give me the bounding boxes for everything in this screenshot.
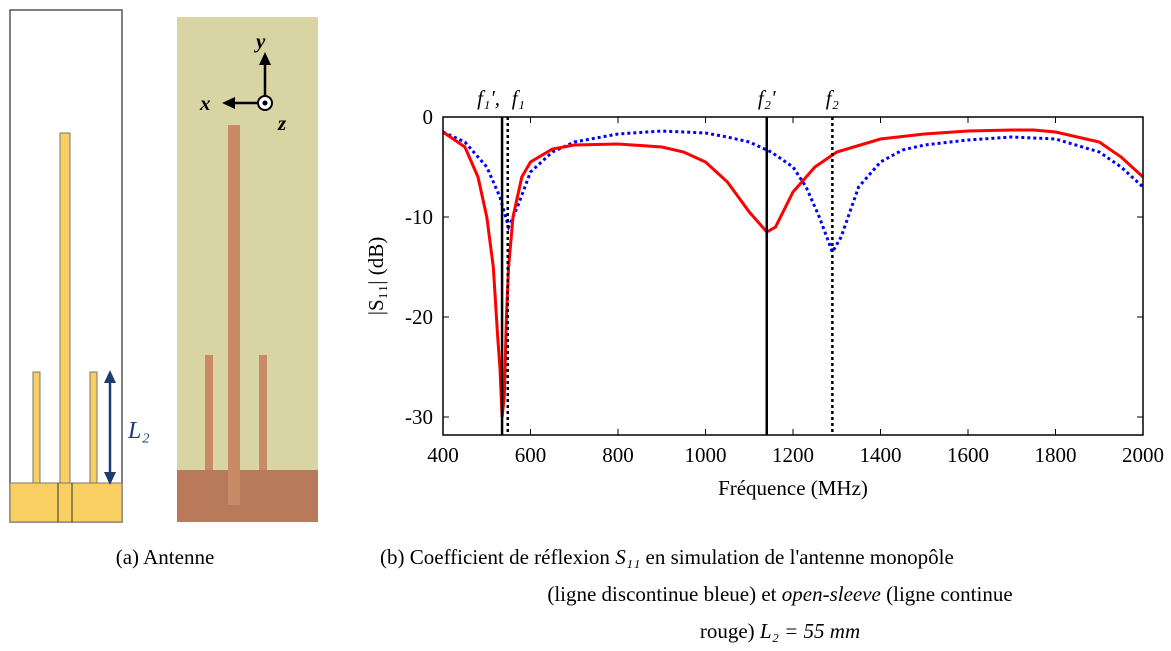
x-tick-label: 400 [427,443,459,467]
y-axis-label: |S₁₁| (dB) [364,237,388,315]
x-tick-label: 1000 [685,443,727,467]
axis-name: z [277,111,287,135]
marker-label: f₁', [477,86,500,110]
caption-b-line: (ligne discontinue bleue) et open-sleeve… [380,582,1171,607]
marker-label: f₂' [758,86,776,110]
plot-frame [442,116,1144,436]
x-axis-label: Fréquence (MHz) [718,476,868,500]
y-tick-label: 0 [423,105,434,129]
x-tick-label: 800 [602,443,634,467]
y-tick-label: -10 [405,205,433,229]
caption-a: (a) Antenne [115,545,215,569]
caption-text: rouge) [699,619,760,643]
caption-math: S₁₁ [615,545,641,569]
antenna-drawing [9,9,123,523]
caption-italic: open-sleeve [781,582,881,606]
axis-name: y [253,29,266,53]
caption-text: (ligne continue [880,582,1013,606]
length-label: L₂ [127,418,150,444]
caption-text: en simulation de l'antenne monopôle [640,545,954,569]
y-tick-label: -20 [405,305,433,329]
x-tick-label: 1800 [1035,443,1077,467]
caption-b-line: rouge) L₂ = 55 mm [380,619,1171,644]
x-tick-label: 1600 [947,443,989,467]
x-tick-label: 600 [515,443,547,467]
marker-label: f₂ [826,86,839,110]
marker-label: f₁ [512,86,525,110]
y-tick-label: -30 [405,405,433,429]
caption-text: (ligne discontinue bleue) et [547,582,782,606]
x-tick-label: 1400 [860,443,902,467]
x-tick-label: 2000 [1122,443,1164,467]
antenna-photo [177,17,318,522]
caption-b-line: (b) Coefficient de réflexion S₁₁ en simu… [380,545,1171,570]
caption-math: L₂ = 55 mm [759,619,861,643]
data-line [442,128,1145,418]
caption-text: (b) Coefficient de réflexion [380,545,616,569]
x-tick-label: 1200 [772,443,814,467]
axis-name: x [199,91,211,115]
